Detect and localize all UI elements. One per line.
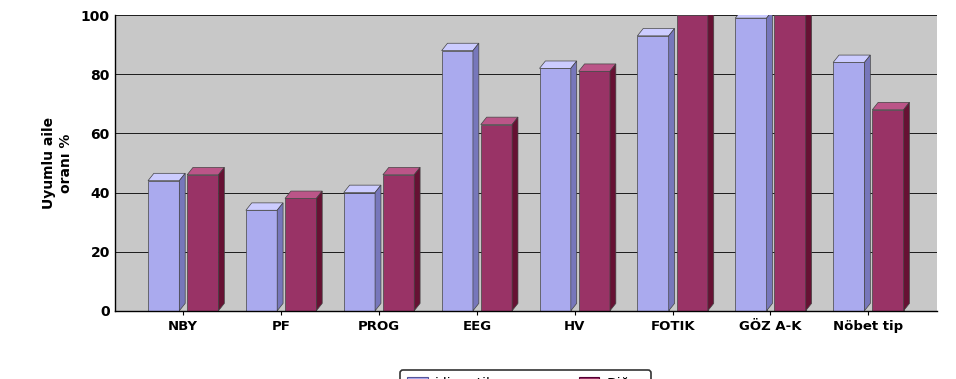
Polygon shape [571,61,576,311]
Polygon shape [864,55,870,311]
Polygon shape [539,61,576,68]
Polygon shape [187,175,219,311]
Polygon shape [246,203,283,210]
Polygon shape [610,64,616,311]
Polygon shape [903,102,909,311]
Polygon shape [677,15,707,311]
Y-axis label: Uyumlu aile
oranı %: Uyumlu aile oranı % [42,117,73,209]
Polygon shape [187,168,225,175]
Polygon shape [707,8,714,311]
Polygon shape [383,175,414,311]
Polygon shape [148,181,180,311]
Polygon shape [316,191,322,311]
Polygon shape [668,28,675,311]
Polygon shape [512,117,518,311]
Polygon shape [735,11,772,18]
Polygon shape [344,185,380,193]
Polygon shape [677,8,714,15]
Polygon shape [481,117,518,125]
Polygon shape [833,63,864,311]
Polygon shape [442,43,479,51]
Legend: idiopatik, Diğer: idiopatik, Diğer [401,370,651,379]
Polygon shape [767,11,772,311]
Polygon shape [833,55,870,63]
Polygon shape [806,8,812,311]
Polygon shape [578,64,616,71]
Polygon shape [344,193,375,311]
Polygon shape [219,168,225,311]
Polygon shape [872,110,903,311]
Polygon shape [285,191,322,199]
Polygon shape [285,199,316,311]
Polygon shape [414,168,420,311]
Polygon shape [383,168,420,175]
Polygon shape [539,68,571,311]
Polygon shape [442,51,473,311]
Polygon shape [638,36,668,311]
Polygon shape [774,8,812,15]
Polygon shape [638,28,675,36]
Polygon shape [735,18,767,311]
Polygon shape [473,43,479,311]
Polygon shape [246,210,277,311]
Polygon shape [180,173,185,311]
Polygon shape [148,173,185,181]
Polygon shape [872,102,909,110]
Polygon shape [774,15,806,311]
Polygon shape [578,71,610,311]
Polygon shape [277,203,283,311]
Polygon shape [481,125,512,311]
Polygon shape [375,185,380,311]
